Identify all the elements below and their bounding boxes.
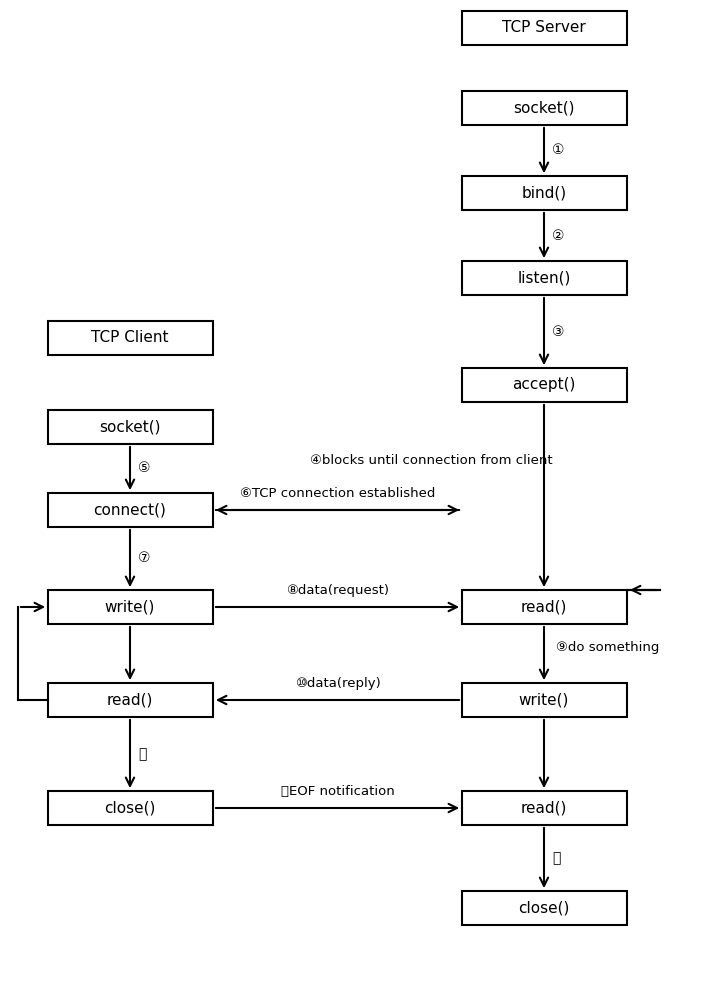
Text: close(): close() <box>104 800 156 816</box>
Text: ②: ② <box>552 229 564 242</box>
Bar <box>47 493 213 527</box>
Text: ④blocks until connection from client: ④blocks until connection from client <box>310 454 553 466</box>
Bar <box>462 261 627 295</box>
Text: listen(): listen() <box>517 270 571 286</box>
Text: ⑪: ⑪ <box>138 747 146 761</box>
Bar <box>462 891 627 925</box>
Bar <box>462 11 627 45</box>
Bar <box>47 590 213 624</box>
Bar <box>462 176 627 210</box>
Text: write(): write() <box>105 599 155 614</box>
Bar <box>462 683 627 717</box>
Text: connect(): connect() <box>93 502 167 518</box>
Text: ⑨do something: ⑨do something <box>556 642 659 654</box>
Text: ③: ③ <box>552 324 564 338</box>
Text: ⑤: ⑤ <box>138 462 151 476</box>
Bar <box>462 791 627 825</box>
Text: ①: ① <box>552 143 564 157</box>
Bar <box>47 321 213 355</box>
Bar <box>47 410 213 444</box>
Bar <box>462 368 627 402</box>
Text: close(): close() <box>518 900 569 916</box>
Text: ⑥TCP connection established: ⑥TCP connection established <box>240 487 435 500</box>
Bar <box>462 590 627 624</box>
Bar <box>462 91 627 125</box>
Text: socket(): socket() <box>513 101 574 115</box>
Text: TCP Server: TCP Server <box>502 20 586 35</box>
Text: read(): read() <box>107 692 153 708</box>
Bar <box>47 791 213 825</box>
Text: TCP Client: TCP Client <box>91 330 169 346</box>
Text: ⑦: ⑦ <box>138 552 151 566</box>
Text: ⑫EOF notification: ⑫EOF notification <box>281 785 394 798</box>
Text: read(): read() <box>521 599 567 614</box>
Text: ⑬: ⑬ <box>552 851 560 865</box>
Text: read(): read() <box>521 800 567 816</box>
Text: accept(): accept() <box>513 377 576 392</box>
Text: write(): write() <box>519 692 569 708</box>
Bar <box>47 683 213 717</box>
Text: bind(): bind() <box>521 186 567 200</box>
Text: socket(): socket() <box>99 420 161 434</box>
Text: ⑩data(reply): ⑩data(reply) <box>294 677 381 690</box>
Text: ⑧data(request): ⑧data(request) <box>286 584 389 597</box>
